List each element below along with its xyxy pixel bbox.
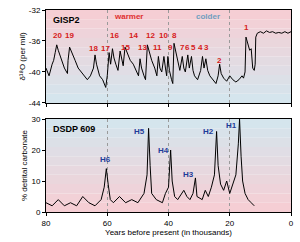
svg-text:7: 7 <box>180 43 185 52</box>
svg-text:-32: -32 <box>29 6 41 15</box>
svg-text:60: 60 <box>103 219 112 228</box>
svg-text:30: 30 <box>31 115 40 124</box>
svg-text:0: 0 <box>289 219 294 228</box>
svg-text:20: 20 <box>31 146 40 155</box>
svg-text:-44: -44 <box>29 99 41 108</box>
svg-text:5: 5 <box>191 43 196 52</box>
svg-text:18: 18 <box>89 44 98 53</box>
svg-text:colder: colder <box>196 12 220 21</box>
svg-text:20: 20 <box>53 31 62 40</box>
svg-text:0: 0 <box>36 208 41 217</box>
svg-text:9: 9 <box>168 43 173 52</box>
svg-text:-40: -40 <box>29 68 41 77</box>
svg-text:DSDP 609: DSDP 609 <box>53 124 95 134</box>
svg-text:H4: H4 <box>158 146 169 155</box>
svg-text:13: 13 <box>138 43 147 52</box>
svg-text:19: 19 <box>65 31 74 40</box>
svg-text:δ¹⁸O (per mil): δ¹⁸O (per mil) <box>18 32 27 81</box>
svg-text:20: 20 <box>225 219 234 228</box>
svg-text:H6: H6 <box>100 155 111 164</box>
svg-text:GISP2: GISP2 <box>53 15 80 25</box>
svg-text:12: 12 <box>146 31 155 40</box>
svg-text:6: 6 <box>185 43 190 52</box>
svg-text:8: 8 <box>172 31 177 40</box>
svg-text:% detrital carbonate: % detrital carbonate <box>20 129 29 201</box>
svg-text:11: 11 <box>153 43 162 52</box>
svg-text:3: 3 <box>204 43 209 52</box>
svg-text:17: 17 <box>101 44 110 53</box>
svg-text:10: 10 <box>31 177 40 186</box>
svg-text:warmer: warmer <box>114 12 143 21</box>
svg-text:H1: H1 <box>226 121 237 130</box>
svg-text:40: 40 <box>164 219 173 228</box>
svg-text:H5: H5 <box>134 127 145 136</box>
svg-text:10: 10 <box>159 31 168 40</box>
svg-text:H3: H3 <box>183 170 194 179</box>
svg-text:Years before present (in thous: Years before present (in thousands) <box>105 228 232 237</box>
svg-text:80: 80 <box>42 219 51 228</box>
svg-text:15: 15 <box>121 43 130 52</box>
svg-text:16: 16 <box>110 31 119 40</box>
svg-text:2: 2 <box>217 56 222 65</box>
svg-text:4: 4 <box>198 43 203 52</box>
svg-text:-36: -36 <box>29 37 41 46</box>
svg-text:1: 1 <box>244 23 249 32</box>
svg-text:14: 14 <box>129 31 138 40</box>
svg-text:H2: H2 <box>203 127 214 136</box>
